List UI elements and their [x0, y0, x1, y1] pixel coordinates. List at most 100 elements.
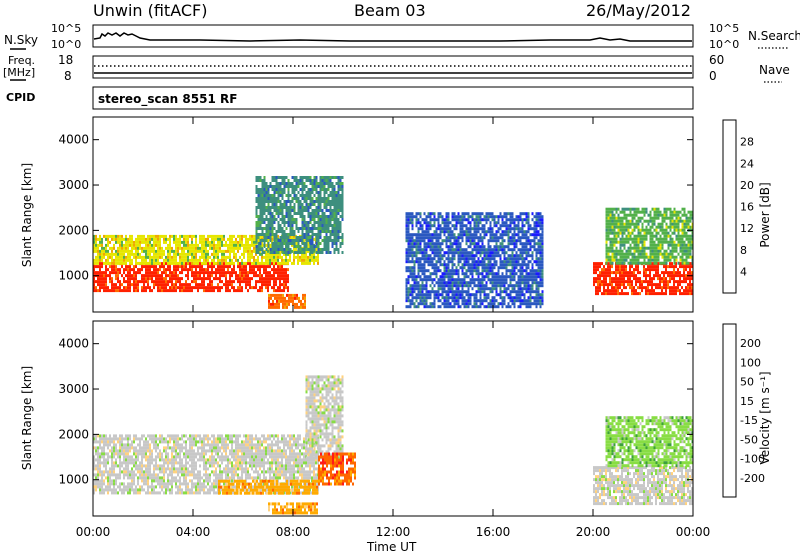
power-cell-4	[489, 305, 492, 309]
power-cell-0	[277, 265, 279, 269]
power-cell-0	[125, 274, 127, 278]
power-cell-2	[261, 212, 264, 215]
power-cell-4	[431, 218, 434, 222]
power-cell-5	[611, 265, 613, 269]
power-cell-1	[133, 252, 135, 256]
power-cell-4	[467, 251, 470, 255]
power-cell-2	[295, 251, 298, 254]
power-cell-1	[191, 249, 193, 253]
power-cell-0	[125, 268, 127, 272]
power-cell-4	[437, 218, 440, 222]
power-cell-6	[617, 219, 620, 223]
power-cell-1	[149, 234, 151, 238]
power-cell-0	[111, 283, 113, 287]
power-cell-0	[163, 286, 165, 290]
power-cell-4	[417, 251, 420, 255]
power-cell-0	[243, 277, 245, 281]
power-cell-5	[627, 271, 629, 275]
power-cell-4	[519, 227, 522, 231]
power-cell-1	[217, 255, 219, 259]
power-cell-4	[531, 272, 534, 276]
power-cell-5	[635, 283, 637, 287]
power-cell-4	[481, 290, 484, 294]
power-cell-4	[455, 215, 458, 219]
power-cell-4	[477, 221, 480, 225]
power-cell-0	[211, 268, 213, 272]
power-cell-2	[285, 212, 288, 215]
power-cell-2	[285, 251, 288, 254]
power-cell-0	[165, 280, 167, 284]
power-cell-2	[303, 224, 306, 227]
power-cell-0	[243, 268, 245, 272]
power-cell-1	[163, 258, 165, 262]
power-cell-0	[159, 277, 161, 281]
power-cell-1	[287, 261, 289, 265]
power-cell-4	[523, 299, 526, 303]
power-cell-4	[487, 266, 490, 270]
power-cell-0	[221, 271, 223, 275]
power-cell-4	[471, 257, 474, 261]
power-cell-1	[247, 237, 249, 241]
power-cell-2	[337, 176, 340, 179]
power-cell-5	[689, 283, 691, 287]
power-cell-0	[125, 289, 127, 293]
power-cell-4	[441, 287, 444, 291]
power-cell-4	[475, 266, 478, 270]
power-cell-0	[267, 280, 269, 284]
power-cell-2	[335, 224, 338, 227]
power-cell-4	[473, 299, 476, 303]
power-cell-5	[677, 274, 679, 278]
power-cell-2	[327, 224, 330, 227]
power-cell-1	[181, 234, 183, 238]
power-cell-4	[495, 254, 498, 258]
power-cell-4	[517, 299, 520, 303]
power-cell-1	[303, 258, 305, 262]
power-cell-0	[187, 274, 189, 278]
power-cell-2	[327, 221, 330, 224]
power-cell-0	[229, 280, 231, 284]
power-cell-4	[465, 269, 468, 273]
power-cell-5	[681, 280, 683, 284]
power-cell-0	[147, 271, 149, 275]
power-cell-0	[129, 289, 131, 293]
power-cell-0	[263, 277, 265, 281]
power-cell-1	[257, 258, 259, 262]
power-cell-1	[117, 252, 119, 256]
power-cell-2	[255, 188, 258, 191]
power-cell-4	[495, 236, 498, 240]
power-cell-4	[505, 287, 508, 291]
power-cell-1	[137, 234, 139, 238]
power-cell-4	[505, 269, 508, 273]
power-cell-3	[284, 299, 286, 303]
power-cell-1	[223, 243, 225, 247]
power-cell-4	[407, 236, 410, 240]
power-cell-4	[513, 260, 516, 264]
power-cell-3	[288, 296, 290, 300]
power-cell-2	[337, 233, 340, 236]
power-cell-4	[501, 236, 504, 240]
power-cell-4	[431, 236, 434, 240]
power-cell-4	[523, 233, 526, 237]
power-cell-2	[303, 218, 306, 221]
power-cell-1	[309, 258, 311, 262]
power-cell-2	[257, 203, 260, 206]
power-cell-1	[151, 261, 153, 265]
power-cell-2	[281, 182, 284, 185]
power-cell-6	[605, 258, 608, 262]
power-cell-5	[593, 277, 595, 281]
power-cell-1	[151, 237, 153, 241]
power-cell-1	[169, 258, 171, 262]
power-cell-1	[191, 237, 193, 241]
power-cell-4	[481, 227, 484, 231]
power-cell-1	[253, 240, 255, 244]
power-cell-4	[423, 245, 426, 249]
power-cell-2	[307, 179, 310, 182]
power-cell-0	[117, 280, 119, 284]
power-cell-4	[539, 254, 542, 258]
power-cell-1	[265, 255, 267, 259]
power-cell-4	[479, 215, 482, 219]
power-cell-6	[609, 219, 612, 223]
power-cell-4	[527, 221, 530, 225]
power-cell-4	[475, 299, 478, 303]
power-cell-2	[267, 221, 270, 224]
